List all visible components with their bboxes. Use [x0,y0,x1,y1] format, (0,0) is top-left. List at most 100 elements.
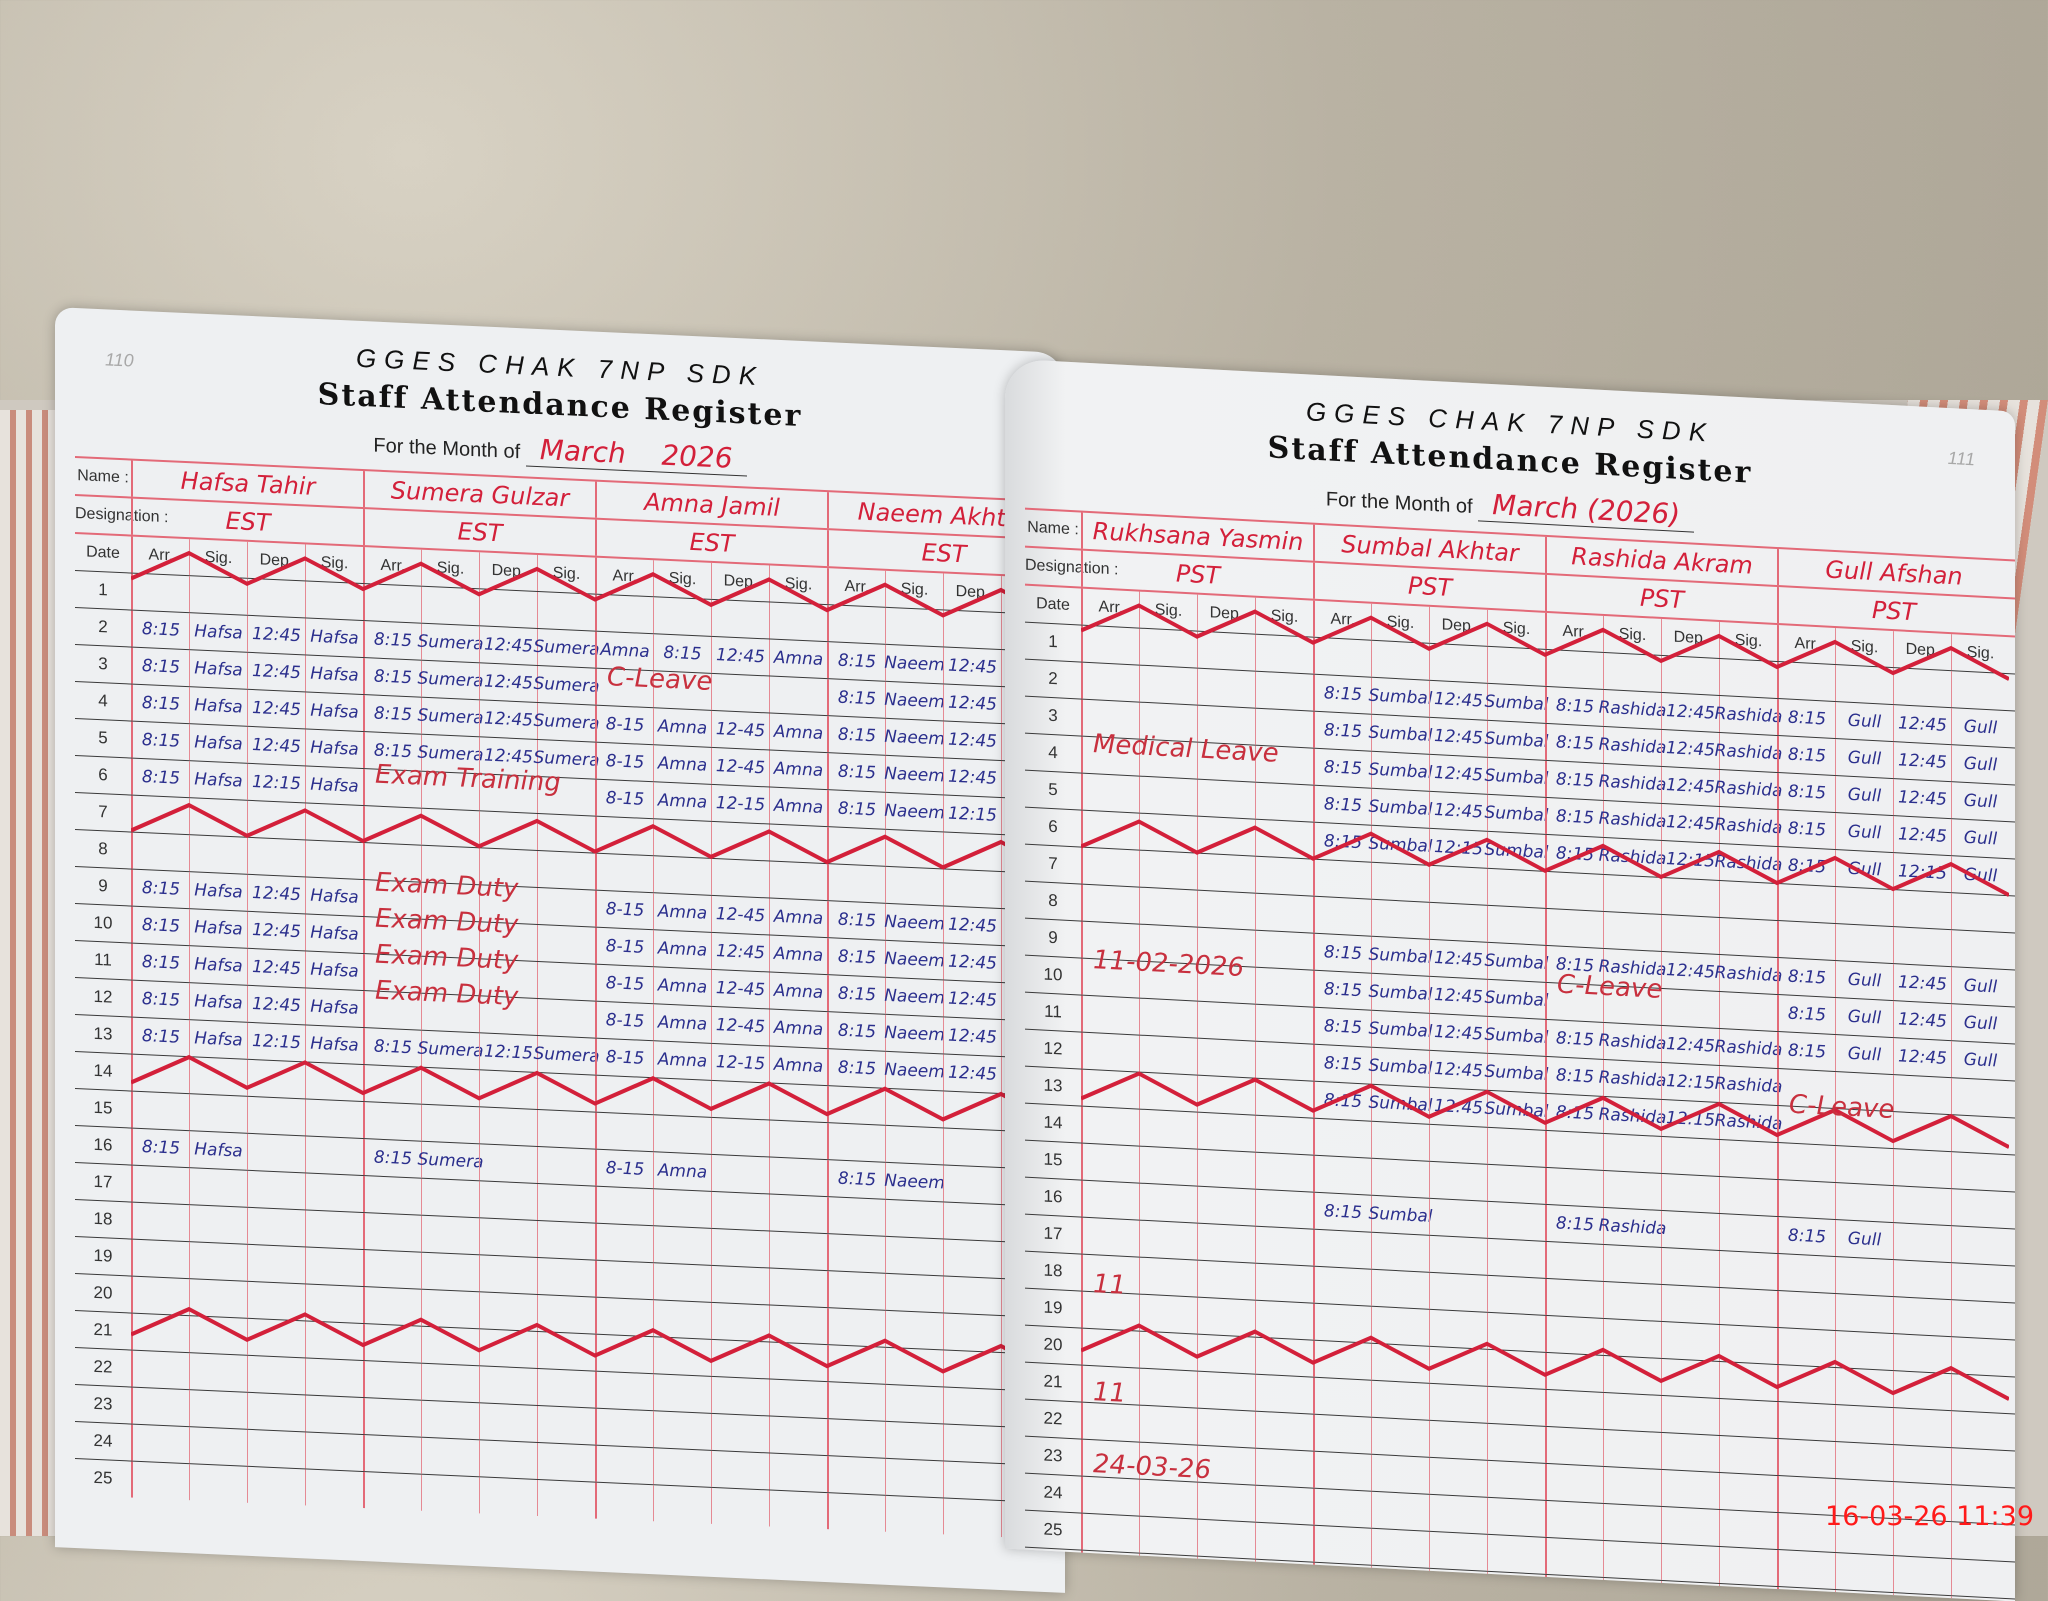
signature-entry [1603,1466,1661,1506]
time-entry: 8:15 [1313,711,1371,751]
column-header-sig: Sig. [1603,615,1661,655]
signature-entry [1719,1509,1777,1549]
time-entry: 12-45 [711,895,769,935]
time-entry [827,1456,885,1495]
date-number: 17 [1043,1223,1063,1244]
time-entry [1313,859,1371,899]
signature-entry [1719,1213,1777,1253]
time-entry [1893,1186,1951,1226]
signature-entry: Hafsa [305,1025,363,1065]
time-entry: 8:15 [1313,933,1371,973]
time-entry: 8:15 [1545,686,1603,726]
time-entry [827,827,885,866]
time-entry [711,599,769,639]
time-entry: 12:15 [247,1022,305,1062]
time-entry: 12:45 [943,647,1001,687]
time-entry [1661,1395,1719,1435]
time-entry [131,1091,189,1131]
signature-entry: Gull [1835,739,1893,779]
time-entry [1081,1106,1139,1146]
time-entry [827,1382,885,1421]
time-entry [943,1387,1001,1427]
signature-entry [421,1400,479,1440]
time-entry [131,1350,189,1390]
time-entry: 8:15 [1313,674,1371,714]
time-entry [1777,1549,1835,1590]
signature-entry: Sumera [418,623,484,663]
signature-entry: Amna [653,967,711,1006]
time-entry: 12:45 [247,615,305,655]
time-entry [1197,1371,1255,1411]
time-entry [1429,643,1487,683]
signature-entry: Sumbal [1368,714,1433,754]
time-entry [1661,877,1719,917]
time-entry: 8-15 [595,779,653,819]
column-header-dep: Dep. [1197,594,1255,634]
date-number: 22 [93,1356,113,1377]
time-entry: 8:15 [131,906,189,946]
time-entry [1661,1506,1719,1546]
signature-entry: Hafsa [189,613,247,652]
date-number: 9 [98,876,108,896]
time-entry: 8:15 [1777,809,1835,850]
time-entry: 8:15 [827,679,885,718]
date-number: 21 [1043,1371,1063,1392]
signature-entry: Hafsa [305,618,363,658]
time-entry: 8:15 [131,610,189,650]
time-entry [1661,1173,1719,1213]
time-entry [711,1450,769,1490]
column-header-sig: Sig. [1951,634,2009,674]
signature-entry [885,1273,943,1313]
signature-entry [1487,1460,1545,1500]
time-entry [1197,1112,1255,1152]
date-number: 10 [93,912,113,933]
time-entry: 8:15 [131,943,189,983]
name-label: Name : [1027,518,1079,539]
signature-entry [1255,819,1313,859]
signature-entry [769,1268,827,1308]
time-entry [247,1429,305,1469]
signature-entry: Sumbal [1368,825,1433,865]
signature-entry: Hafsa [189,872,247,911]
signature-entry: Sumbal [1484,831,1549,871]
time-entry [479,1366,537,1405]
time-entry [1429,1420,1487,1460]
time-entry [1081,1180,1139,1220]
time-entry: 8:15 [827,1160,885,1199]
time-entry [1313,1562,1371,1601]
signature-entry [653,1485,711,1524]
signature-entry: Amna [653,1004,711,1043]
signature-entry [1603,1540,1661,1580]
signature-entry [1951,1559,2009,1599]
time-entry: 8:15 [363,1028,421,1067]
time-entry [1081,810,1139,850]
time-entry [131,1165,189,1205]
signature-entry: Sumera [418,697,484,737]
signature-entry [1487,868,1545,908]
signature-entry: Naeem [884,644,945,684]
signature-entry [1255,1078,1313,1118]
time-entry [247,1318,305,1358]
time-entry [827,864,885,903]
time-entry: 12:45 [479,663,537,702]
time-entry: 12:45 [1661,766,1719,806]
time-entry [131,1202,189,1242]
time-entry: 12-15 [711,784,769,824]
signature-entry [1603,1429,1661,1469]
signature-entry [653,1300,711,1339]
signature-entry [653,1263,711,1302]
signature-entry: Sumbal [1484,1016,1549,1056]
time-entry [479,1144,537,1183]
signature-entry [1255,1041,1313,1081]
signature-entry [1255,967,1313,1007]
time-entry [1313,1340,1371,1380]
time-entry [827,1086,885,1125]
time-entry [1081,1328,1139,1368]
signature-entry [1835,887,1893,927]
time-entry [1081,1032,1139,1072]
time-entry [1545,1167,1603,1207]
signature-entry [537,1109,595,1149]
signature-entry [1139,1035,1197,1075]
signature-entry [421,1326,479,1366]
signature-entry [885,1495,943,1535]
